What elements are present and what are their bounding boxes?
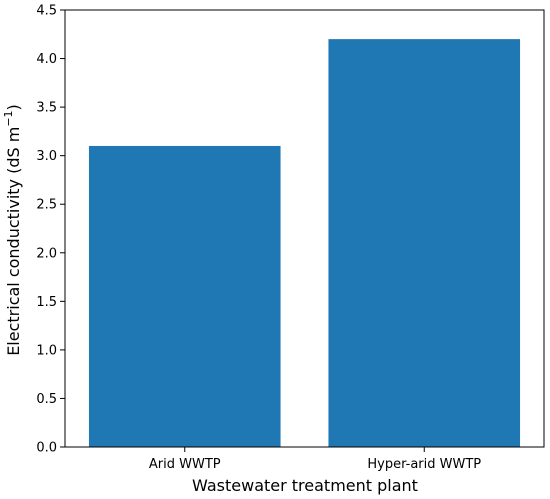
y-tick-label: 3.0 [36,149,57,164]
bars [88,39,521,448]
y-axis-label: Electrical conductivity (dS m−1) [2,104,23,356]
y-tick-label: 4.5 [36,4,57,19]
y-tick-label: 0.0 [36,441,57,456]
y-tick-label: 2.0 [36,246,57,261]
y-axis-label-text: Electrical conductivity (dS m [4,127,23,356]
bar-arid-wwtp [88,145,281,447]
bar-hyper-arid-wwtp [328,39,521,448]
plot-frame [64,9,545,448]
y-tick-label: 1.5 [36,295,57,310]
y-tick-label: 1.0 [36,343,57,358]
x-tick-label: Hyper-arid WWTP [367,457,481,472]
plot-area [64,9,545,448]
y-axis-label-superscript: −1 [2,110,15,126]
y-axis-label-end: ) [4,104,23,110]
y-tick-label: 3.5 [36,101,57,116]
y-tick-label: 4.0 [36,52,57,67]
x-axis-ticks: Arid WWTP Hyper-arid WWTP [149,447,481,472]
x-tick-label: Arid WWTP [149,457,221,472]
x-axis-label: Wastewater treatment plant [192,476,418,495]
y-tick-label: 0.5 [36,392,57,407]
y-axis-ticks: 0.0 0.5 1.0 1.5 2.0 2.5 3.0 3.5 4.0 4.5 [36,4,65,456]
y-tick-label: 2.5 [36,198,57,213]
